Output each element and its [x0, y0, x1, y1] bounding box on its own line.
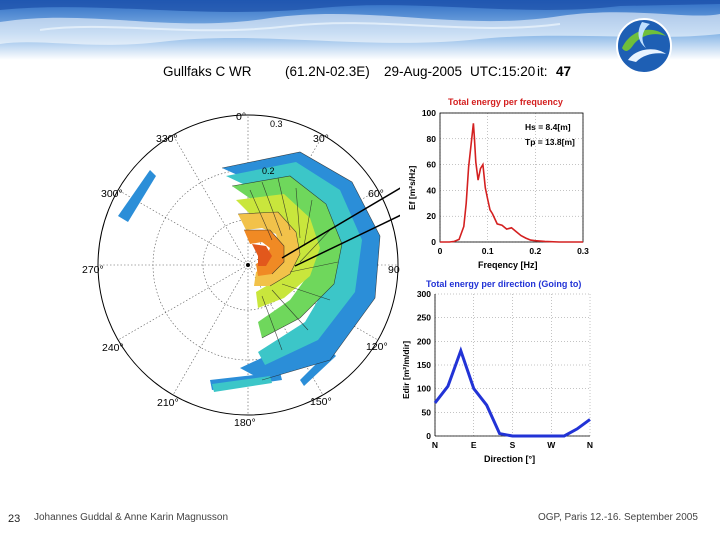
- dir-xtick-label: S: [510, 440, 516, 450]
- freq-ytick-label: 60: [427, 160, 437, 170]
- dir-label-60: 60°: [368, 188, 384, 200]
- utc-label: UTC:15:20: [470, 64, 536, 79]
- freq-chart-title: Total energy per frequency: [448, 97, 563, 107]
- spectrum-contours: [221, 151, 381, 381]
- date-label: 29-Aug-2005: [384, 64, 463, 79]
- dir-label-300: 300°: [101, 188, 123, 200]
- dir-ytick-label: 50: [422, 407, 432, 417]
- freq-ytick-label: 80: [427, 134, 437, 144]
- freq-x-label: Freqency [Hz]: [478, 260, 538, 270]
- dir-ytick-label: 0: [426, 431, 431, 441]
- iteration-value: 47: [556, 64, 572, 79]
- footer-author: Johannes Guddal & Anne Karin Magnusson: [34, 512, 229, 523]
- footer-event: OGP, Paris 12.-16. September 2005: [538, 512, 698, 523]
- dir-x-label: Direction [°]: [484, 454, 535, 464]
- header-banner: [0, 0, 720, 60]
- freq-plot-frame: [439, 112, 584, 243]
- dir-label-330: 330°: [156, 133, 178, 145]
- freq-xtick-label: 0.3: [577, 246, 589, 256]
- freq-ytick-label: 0: [431, 237, 436, 247]
- frequency-chart: Total energy per frequency 0204060801000…: [407, 97, 589, 270]
- peak-arrows: [281, 187, 400, 267]
- ring-label-02: 0.2: [262, 166, 275, 176]
- dir-xtick-label: W: [547, 440, 556, 450]
- dir-grid: [434, 293, 591, 437]
- dir-label-150: 150°: [310, 396, 332, 408]
- dir-series-line: [433, 346, 591, 438]
- freq-xtick-label: 0.2: [529, 246, 541, 256]
- tp-annotation: Tp = 13.8[m]: [525, 137, 575, 147]
- ring-label-03: 0.3: [270, 119, 283, 129]
- dir-tick-labels: 0 50 100 150 200 250 300 N E S W N: [417, 289, 593, 450]
- polar-spectrum: 0° 30° 60° 90° 120° 150° 180° 210° 240° …: [82, 111, 400, 429]
- freq-ytick-label: 40: [427, 185, 437, 195]
- dir-xtick-label: N: [587, 440, 593, 450]
- dir-y-label: Edir [m²/m/dir]: [401, 341, 411, 399]
- dir-label-240: 240°: [102, 342, 124, 354]
- dir-label-270: 270°: [82, 264, 104, 276]
- slide-number: 23: [8, 513, 21, 525]
- dir-label-120: 120°: [366, 341, 388, 353]
- dir-label-90: 90°: [388, 264, 400, 276]
- dir-label-210: 210°: [157, 397, 179, 409]
- direction-labels: 0° 30° 60° 90° 120° 150° 180° 210° 240° …: [82, 111, 400, 429]
- dir-xtick-label: N: [432, 440, 438, 450]
- hs-annotation: Hs = 8.4[m]: [525, 122, 571, 132]
- dir-chart-title: Total energy per direction (Going to): [426, 279, 581, 289]
- dir-ytick-label: 300: [417, 289, 431, 299]
- freq-xtick-label: 0.1: [482, 246, 494, 256]
- dir-ytick-label: 150: [417, 360, 431, 370]
- freq-tick-labels: 0 20 40 60 80 100 0 0.1 0.2 0.3: [422, 108, 589, 256]
- station-location: (61.2N-02.3E): [285, 64, 370, 79]
- dir-ytick-label: 200: [417, 336, 431, 346]
- spectrum-fills: [118, 152, 380, 392]
- dir-label-30: 30°: [313, 133, 329, 145]
- dir-xtick-label: E: [471, 440, 477, 450]
- freq-y-label: Ef [m²s/Hz]: [407, 165, 417, 210]
- station-name: Gullfaks C WR: [163, 64, 252, 79]
- freq-grid: [439, 112, 584, 243]
- freq-ytick-label: 100: [422, 108, 436, 118]
- dir-label-0: 0°: [236, 111, 246, 123]
- polar-outer-ring: [97, 114, 399, 416]
- dir-ytick-label: 250: [417, 313, 431, 323]
- dir-label-180: 180°: [234, 417, 256, 429]
- dir-ytick-label: 100: [417, 384, 431, 394]
- freq-xtick-label: 0: [438, 246, 443, 256]
- freq-series-line: [440, 123, 583, 243]
- direction-chart: Total energy per direction (Going to) 0 5…: [401, 279, 593, 464]
- globe-logo: [616, 18, 672, 74]
- freq-ytick-label: 20: [427, 211, 437, 221]
- iteration-label: it:: [537, 64, 548, 79]
